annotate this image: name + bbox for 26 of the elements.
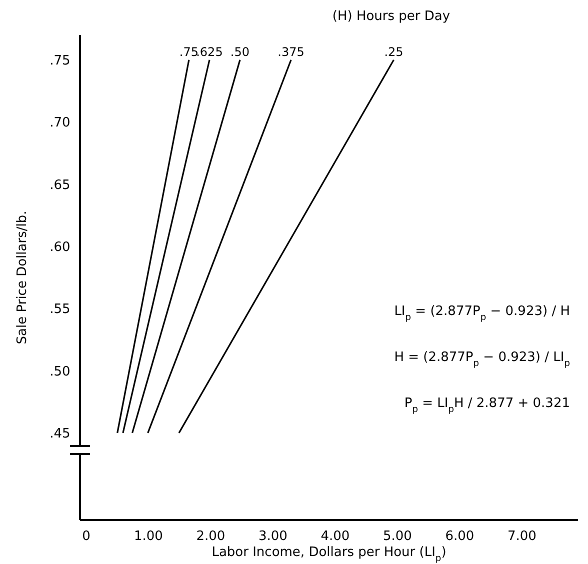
series-label: .375 bbox=[278, 44, 304, 59]
y-tick-label: .45 bbox=[50, 426, 70, 442]
y-tick-label: .55 bbox=[50, 302, 70, 318]
x-tick-label: 6.00 bbox=[445, 529, 474, 544]
y-tick-label: .75 bbox=[50, 53, 70, 68]
legend-title: (H) Hours per Day bbox=[332, 9, 450, 24]
annotation: P$_{p}$ = LI$_{p}$H / 2.877 + 0.321 bbox=[404, 396, 570, 415]
x-tick-label: 2.00 bbox=[196, 529, 226, 544]
series-label: .625 bbox=[196, 44, 223, 59]
x-tick-label: 5.00 bbox=[383, 529, 412, 544]
annotation: H = (2.877P$_{p}$ − 0.923) / LI$_{p}$ bbox=[394, 350, 570, 369]
y-tick-label: .70 bbox=[50, 116, 70, 131]
series-label: .50 bbox=[230, 44, 250, 59]
y-tick-label: .50 bbox=[50, 364, 70, 380]
x-tick-label: 0 bbox=[82, 529, 90, 544]
series-label: .25 bbox=[384, 44, 404, 59]
y-tick-label: .65 bbox=[50, 178, 70, 193]
series-label: .75 bbox=[179, 44, 198, 59]
x-axis-title: Labor Income, Dollars per Hour (LI$_{p}$) bbox=[212, 545, 446, 564]
y-tick-label: .60 bbox=[50, 240, 70, 255]
x-tick-label: 3.00 bbox=[258, 529, 288, 544]
x-tick-label: 4.00 bbox=[320, 529, 350, 544]
y-axis-title: Sale Price Dollars/lb. bbox=[15, 210, 30, 344]
x-tick-label: 7.00 bbox=[508, 529, 536, 544]
x-tick-label: 1.00 bbox=[134, 529, 163, 544]
annotation: LI$_{p}$ = (2.877P$_{p}$ − 0.923) / H bbox=[394, 304, 570, 323]
